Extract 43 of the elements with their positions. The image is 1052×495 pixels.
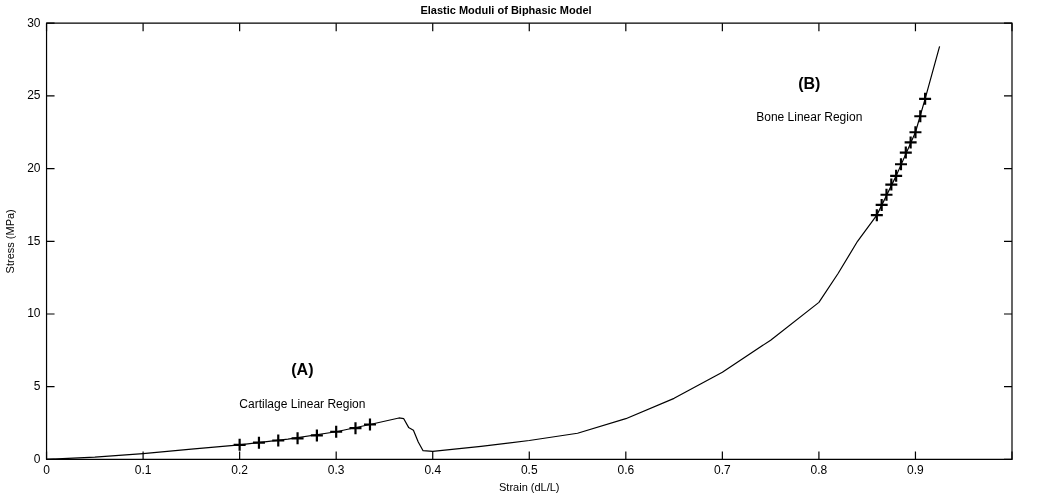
y-tick-label: 5 bbox=[33, 379, 41, 394]
point bbox=[908, 125, 923, 140]
point bbox=[251, 435, 267, 450]
x-tick-label: 0.2 bbox=[231, 462, 249, 477]
x-tick-label: 0.3 bbox=[327, 462, 345, 477]
y-axis-title: Stress (MPa) bbox=[3, 209, 16, 274]
point bbox=[898, 145, 913, 160]
y-tick-label: 10 bbox=[27, 306, 41, 321]
point bbox=[889, 168, 904, 183]
annotation: Bone Linear Region bbox=[756, 110, 863, 125]
point bbox=[232, 437, 247, 452]
y-tick-label: 15 bbox=[27, 233, 41, 248]
point bbox=[903, 135, 918, 150]
x-tick-label: 0.8 bbox=[810, 462, 828, 477]
x-tick-label: 0 bbox=[43, 462, 51, 477]
point bbox=[309, 428, 324, 443]
point bbox=[271, 433, 286, 448]
point bbox=[869, 208, 884, 223]
point bbox=[348, 421, 363, 436]
point bbox=[918, 91, 933, 106]
x-tick-label: 0.6 bbox=[617, 462, 635, 477]
y-tick-label: 0 bbox=[33, 451, 41, 466]
point bbox=[879, 187, 894, 202]
x-tick-label: 0.7 bbox=[714, 462, 732, 477]
x-tick-label: 0.1 bbox=[134, 462, 152, 477]
chart-title: Elastic Moduli of Biphasic Model bbox=[420, 3, 592, 16]
point bbox=[884, 177, 899, 192]
y-tick-label: 30 bbox=[27, 15, 41, 30]
point bbox=[893, 157, 909, 172]
point bbox=[913, 109, 928, 124]
point bbox=[290, 431, 305, 446]
x-tick-label: 0.9 bbox=[907, 462, 925, 477]
y-tick-label: 25 bbox=[27, 88, 41, 103]
x-tick-label: 0.5 bbox=[520, 462, 538, 477]
point bbox=[362, 417, 378, 432]
annotation: Cartilage Linear Region bbox=[239, 397, 366, 412]
x-tick-label: 0.4 bbox=[424, 462, 442, 477]
annotation: (A) bbox=[291, 361, 314, 379]
point bbox=[874, 197, 889, 213]
y-tick-label: 20 bbox=[27, 160, 41, 175]
annotation: (B) bbox=[798, 74, 821, 92]
point bbox=[329, 424, 344, 439]
x-axis-title: Strain (dL/L) bbox=[499, 481, 560, 494]
